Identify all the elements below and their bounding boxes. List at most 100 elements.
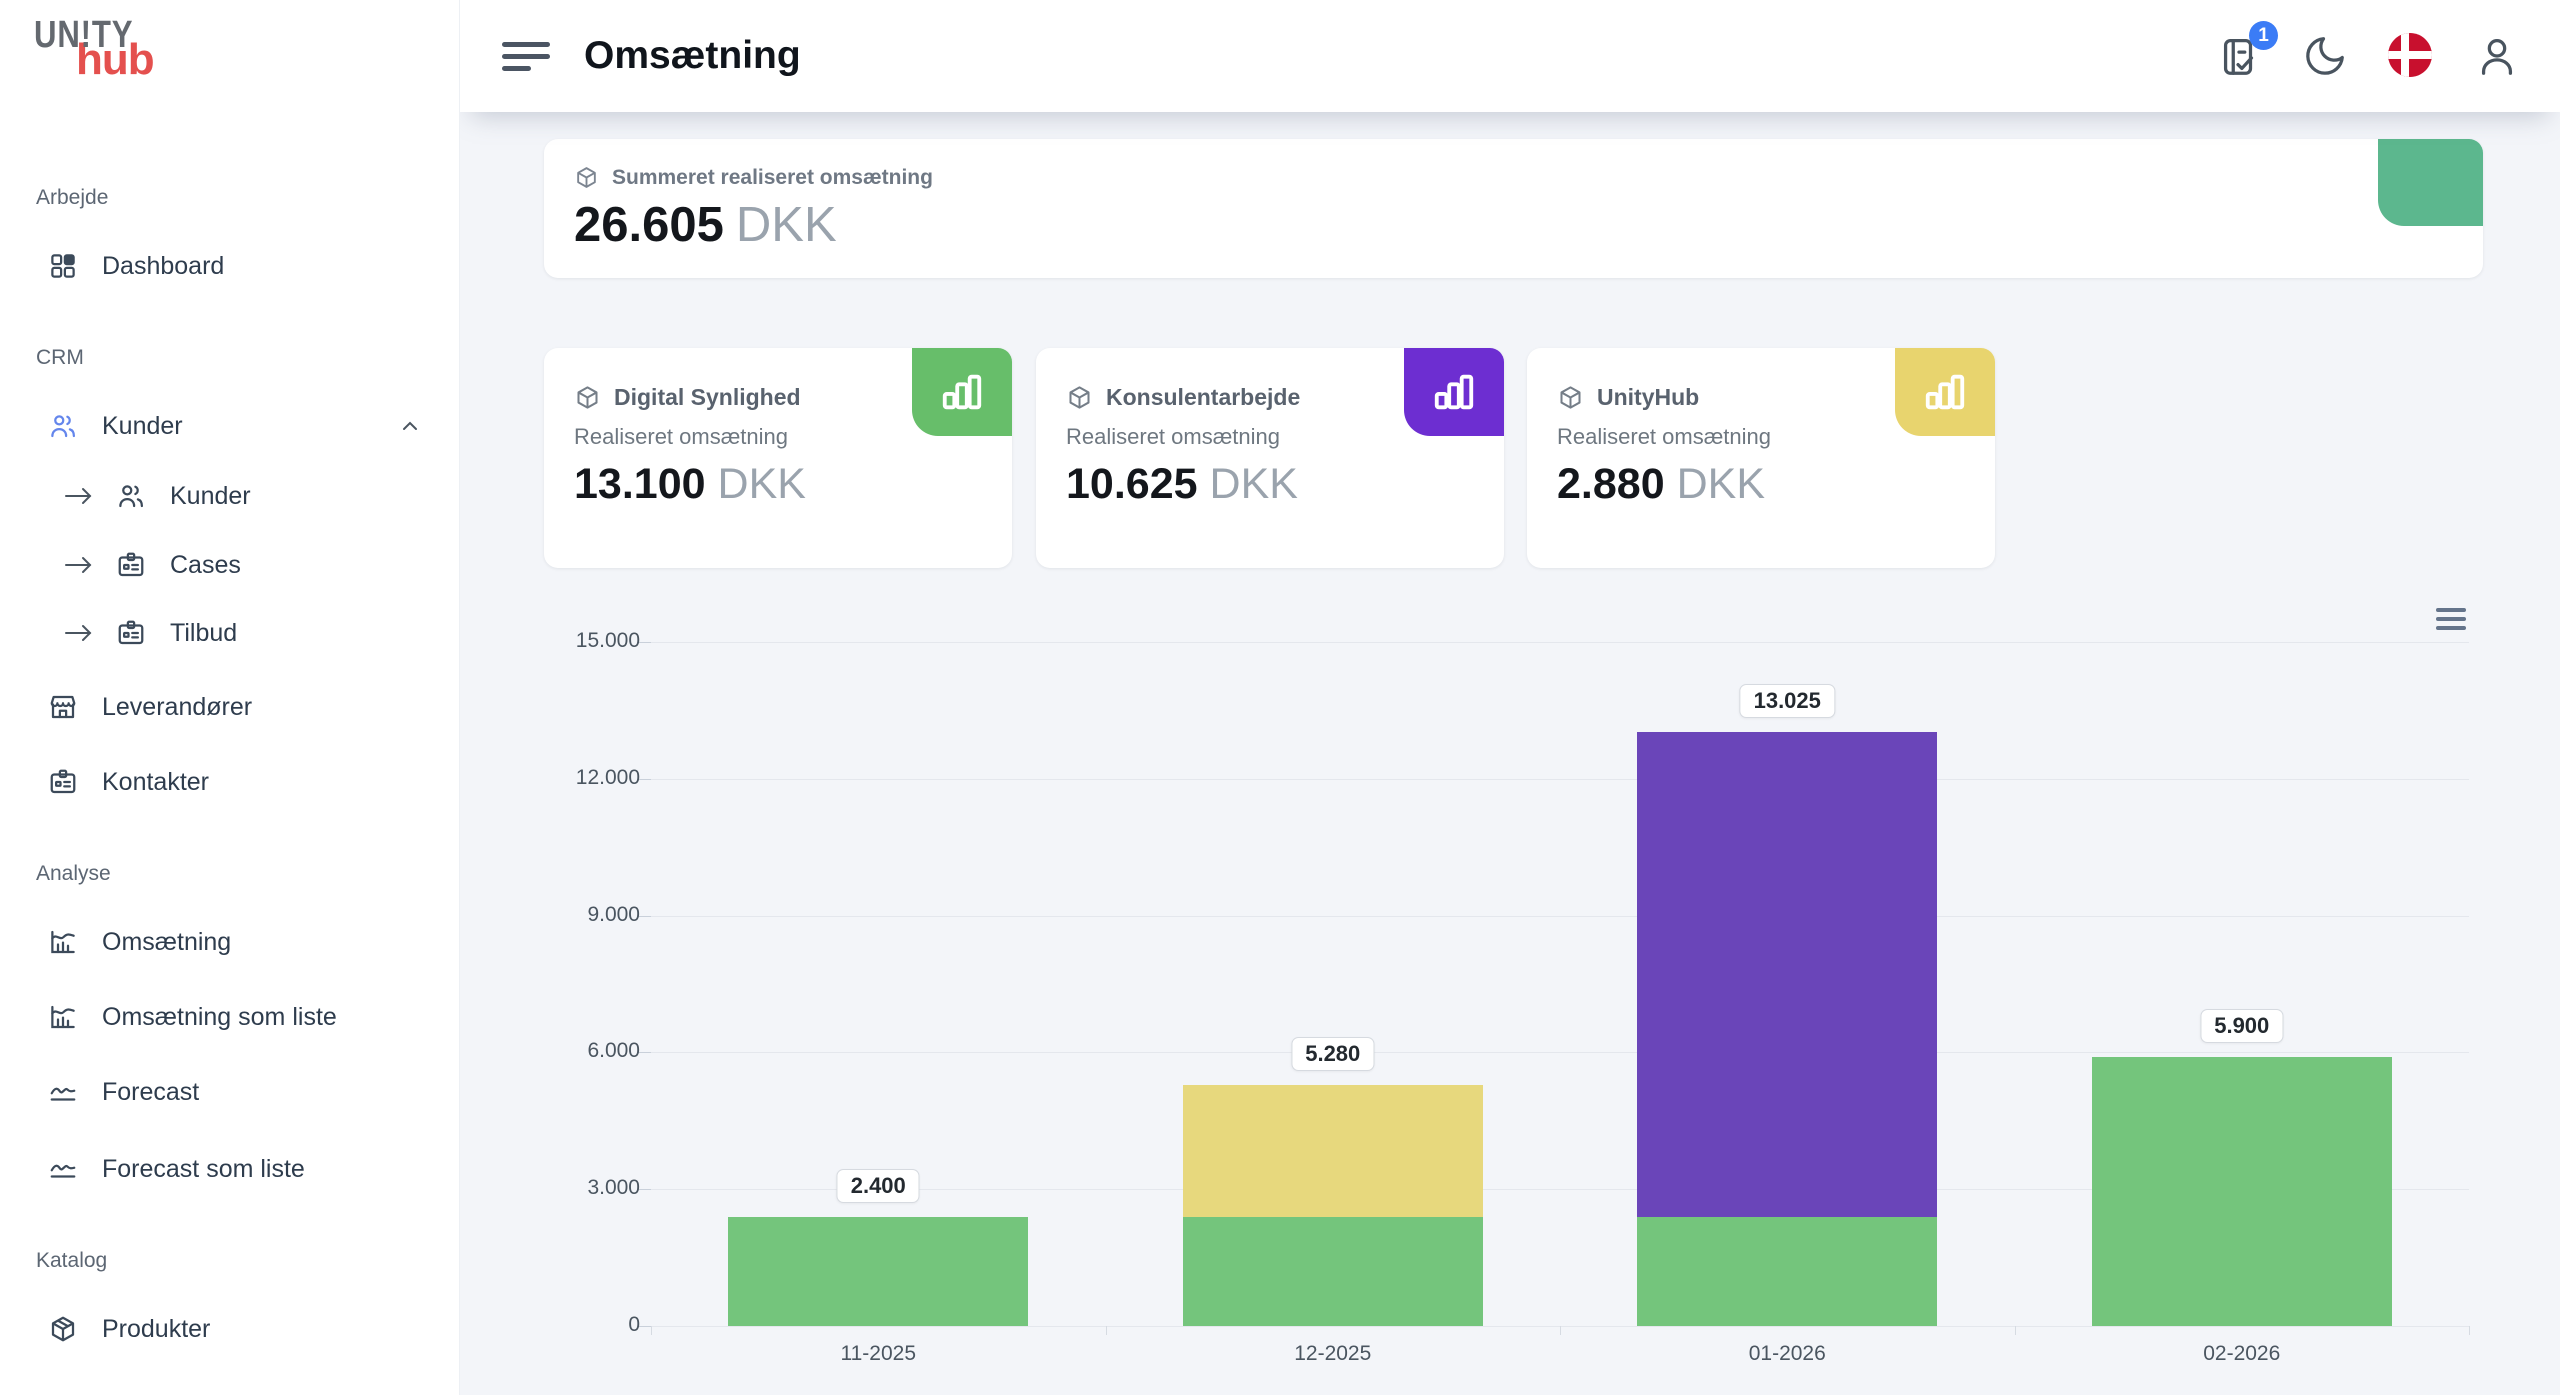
y-axis-label: 15.000 [575,629,640,652]
currency-label: DKK [1676,460,1766,508]
id-card-icon [48,767,78,797]
summary-label: Summeret realiseret omsætning [612,165,933,189]
histogram-icon [48,927,78,957]
y-axis-tick [637,1052,651,1054]
card-accent-block [1895,348,1995,436]
package-icon [577,386,598,409]
user-icon [2481,39,2513,75]
card-title: Konsulentarbejde [1106,384,1301,410]
x-axis-tick [651,1326,652,1335]
logo-text-top: UN!TY [34,14,134,56]
x-axis-label: 01-2026 [1748,1342,1826,1365]
bar-chart-icon [1925,374,1965,410]
users-icon [116,481,146,511]
histogram-icon [48,1002,78,1032]
chart-gridline [651,642,2469,643]
sidebar: UN!TY hub Arbejde Dashboard CRM Kunder [0,0,460,1395]
x-axis-tick [2014,1326,2016,1335]
section-label-analyse: Analyse [36,862,111,885]
summary-value: 26.605 DKK [574,198,837,252]
metric-card-unityhub: UnityHub Realiseret omsætning 2.880 DKK [1527,348,1995,568]
chart-gridline [651,1052,2469,1054]
sidebar-item-omsaetning-som-liste[interactable]: Omsætning som liste [0,990,460,1044]
notification-badge: 1 [2249,21,2278,50]
y-axis-label: 3.000 [587,1176,640,1200]
summary-card: Summeret realiseret omsætning 26.605 DKK [544,139,2483,278]
sidebar-subitem-tilbud[interactable]: Tilbud [0,606,460,660]
sidebar-item-label: Forecast [102,1077,200,1106]
x-axis-tick [1105,1326,1107,1335]
package-icon [577,167,596,188]
notifications-button[interactable]: 1 [2216,21,2278,79]
sidebar-item-produkter[interactable]: Produkter [0,1302,460,1356]
arrow-right-icon [62,621,96,645]
chart-menu-icon[interactable] [2436,608,2466,635]
sidebar-item-label: Forecast som liste [102,1154,305,1183]
menu-toggle-icon[interactable] [502,41,550,71]
card-accent-block [912,348,1012,436]
card-value: 10.625 DKK [1066,460,1298,508]
dark-mode-toggle[interactable] [2302,33,2348,79]
section-label-katalog: Katalog [36,1249,108,1272]
danish-flag-icon [2388,33,2432,77]
summary-accent-block [2378,139,2483,226]
top-header: Omsætning 1 [460,0,2560,112]
sidebar-subitem-kunder[interactable]: Kunder [0,469,460,523]
sidebar-item-forecast[interactable]: Forecast [0,1065,460,1119]
sidebar-subitem-cases[interactable]: Cases [0,538,460,592]
currency-label: DKK [1209,460,1298,508]
card-title: UnityHub [1597,384,1700,410]
sidebar-item-label: Kunder [102,411,183,440]
sidebar-item-label: Leverandører [102,692,253,721]
sidebar-item-label: Tilbud [170,618,238,647]
x-axis-tick [2469,1326,2470,1335]
sidebar-item-leverandorer[interactable]: Leverandører [0,680,460,734]
bar-segment-konsulentarbejde [1637,732,1938,1217]
language-flag-button[interactable] [2388,33,2434,79]
arrow-right-icon [62,553,96,577]
sidebar-item-kontakter[interactable]: Kontakter [0,755,460,809]
user-profile-button[interactable] [2474,33,2520,79]
sidebar-item-kunder[interactable]: Kunder [0,399,460,453]
app-logo: UN!TY hub [34,16,155,82]
sidebar-item-label: Dashboard [102,251,225,280]
bar-chart-icon [1434,374,1474,410]
trend-icon [48,1154,78,1184]
sidebar-item-label: Produkter [102,1314,211,1343]
bar-chart-icon [942,374,982,410]
chart-gridline [651,1189,2469,1191]
bar-total-label: 13.025 [1739,684,1835,719]
sidebar-item-label: Cases [170,550,241,579]
revenue-stacked-bar-chart: 15.000 12.000 9.000 6.000 3.000 0 2.400 11-2025… [544,600,2524,1395]
page-title: Omsætning [584,34,801,77]
y-axis-tick [637,778,651,780]
x-axis-tick [1560,1326,1561,1335]
package-icon [1069,386,1090,409]
sidebar-item-dashboard[interactable]: Dashboard [0,239,460,293]
card-title: Digital Synlighed [614,384,801,410]
currency-label: DKK [717,460,806,508]
card-subtitle: Realiseret omsætning [574,424,788,449]
trend-icon [48,1077,78,1107]
x-axis-label: 02-2026 [2203,1342,2281,1365]
card-subtitle: Realiseret omsætning [1557,424,1771,449]
y-axis-tick [637,642,651,643]
card-value: 2.880 DKK [1557,460,1766,508]
y-axis-label: 12.000 [575,765,640,789]
sidebar-item-omsaetning[interactable]: Omsætning [0,915,460,969]
y-axis-tick [637,915,651,917]
bar-segment-digital-synlighed [2091,1056,2392,1326]
sidebar-item-label: Kunder [170,481,251,510]
chevron-up-icon[interactable] [398,414,422,438]
y-axis-tick [637,1326,651,1327]
logo-text-bottom: hub [76,35,155,84]
sidebar-item-forecast-som-liste[interactable]: Forecast som liste [0,1142,460,1196]
bar-segment-digital-synlighed [1182,1216,1483,1326]
x-axis-label: 11-2025 [840,1342,917,1365]
metric-card-digital-synlighed: Digital Synlighed Realiseret omsætning 1… [544,348,1012,568]
chart-gridline [651,778,2469,780]
card-subtitle: Realiseret omsætning [1066,424,1280,449]
package-icon [1560,386,1581,409]
arrow-right-icon [62,484,96,508]
bar-segment-unityhub [1182,1085,1483,1217]
